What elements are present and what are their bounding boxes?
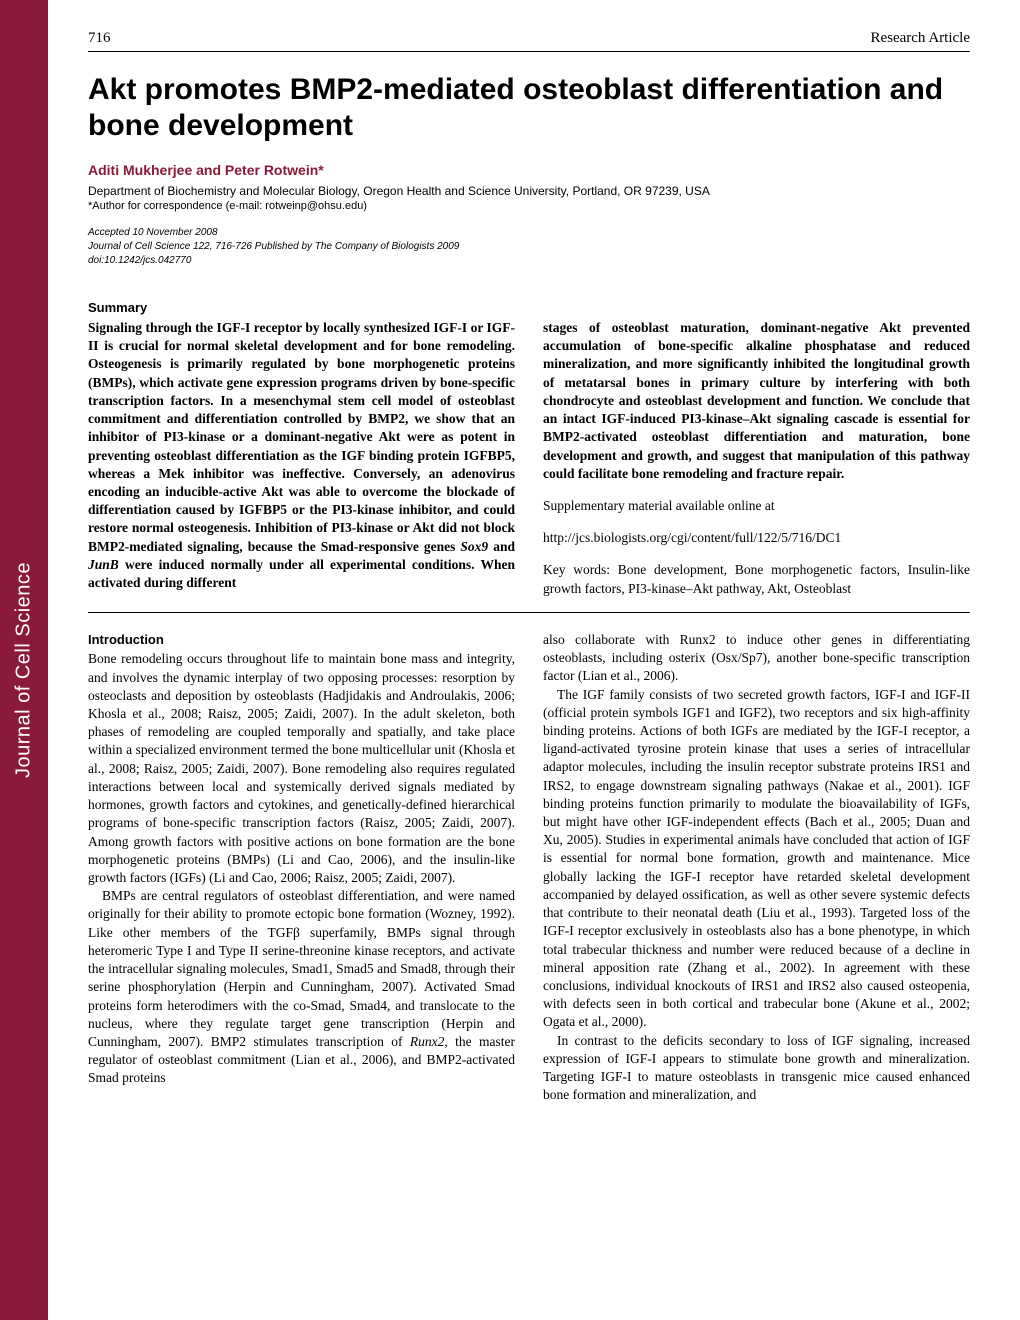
supplementary-url: http://jcs.biologists.org/cgi/content/fu…: [543, 529, 970, 547]
section-divider: [88, 612, 970, 613]
keywords: Key words: Bone development, Bone morpho…: [543, 561, 970, 597]
accepted-date: Accepted 10 November 2008: [88, 226, 970, 240]
summary-left-text: Signaling through the IGF-I receptor by …: [88, 319, 515, 592]
header-row: 716 Research Article: [88, 30, 970, 47]
summary-right-text: stages of osteoblast maturation, dominan…: [543, 319, 970, 483]
body-columns: Introduction Bone remodeling occurs thro…: [88, 631, 970, 1105]
affiliation: Department of Biochemistry and Molecular…: [88, 184, 970, 198]
authors: Aditi Mukherjee and Peter Rotwein*: [88, 162, 970, 178]
summary-columns: Signaling through the IGF-I receptor by …: [88, 319, 970, 598]
body-left-p2: BMPs are central regulators of osteoblas…: [88, 887, 515, 1087]
summary-heading: Summary: [88, 300, 970, 315]
article-title: Akt promotes BMP2-mediated osteoblast di…: [88, 72, 970, 144]
article-content: 716 Research Article Akt promotes BMP2-m…: [48, 0, 1020, 1320]
body-col-right: also collaborate with Runx2 to induce ot…: [543, 631, 970, 1105]
introduction-heading: Introduction: [88, 631, 515, 649]
article-meta: Accepted 10 November 2008 Journal of Cel…: [88, 226, 970, 268]
correspondence: *Author for correspondence (e-mail: rotw…: [88, 200, 970, 212]
body-right-p1: also collaborate with Runx2 to induce ot…: [543, 631, 970, 686]
body-right-p3: In contrast to the deficits secondary to…: [543, 1032, 970, 1105]
summary-section: Summary Signaling through the IGF-I rece…: [88, 300, 970, 598]
journal-sidebar: Journal of Cell Science: [0, 0, 48, 1320]
supplementary-label: Supplementary material available online …: [543, 497, 970, 515]
body-col-left: Introduction Bone remodeling occurs thro…: [88, 631, 515, 1105]
body-right-p2: The IGF family consists of two secreted …: [543, 686, 970, 1032]
citation: Journal of Cell Science 122, 716-726 Pub…: [88, 240, 970, 254]
page-number: 716: [88, 30, 111, 47]
summary-col-right: stages of osteoblast maturation, dominan…: [543, 319, 970, 598]
journal-name-vertical: Journal of Cell Science: [13, 562, 36, 778]
header-divider: [88, 51, 970, 52]
doi: doi:10.1242/jcs.042770: [88, 254, 970, 268]
summary-col-left: Signaling through the IGF-I receptor by …: [88, 319, 515, 598]
body-left-p1: Bone remodeling occurs throughout life t…: [88, 650, 515, 887]
article-type: Research Article: [870, 30, 970, 47]
